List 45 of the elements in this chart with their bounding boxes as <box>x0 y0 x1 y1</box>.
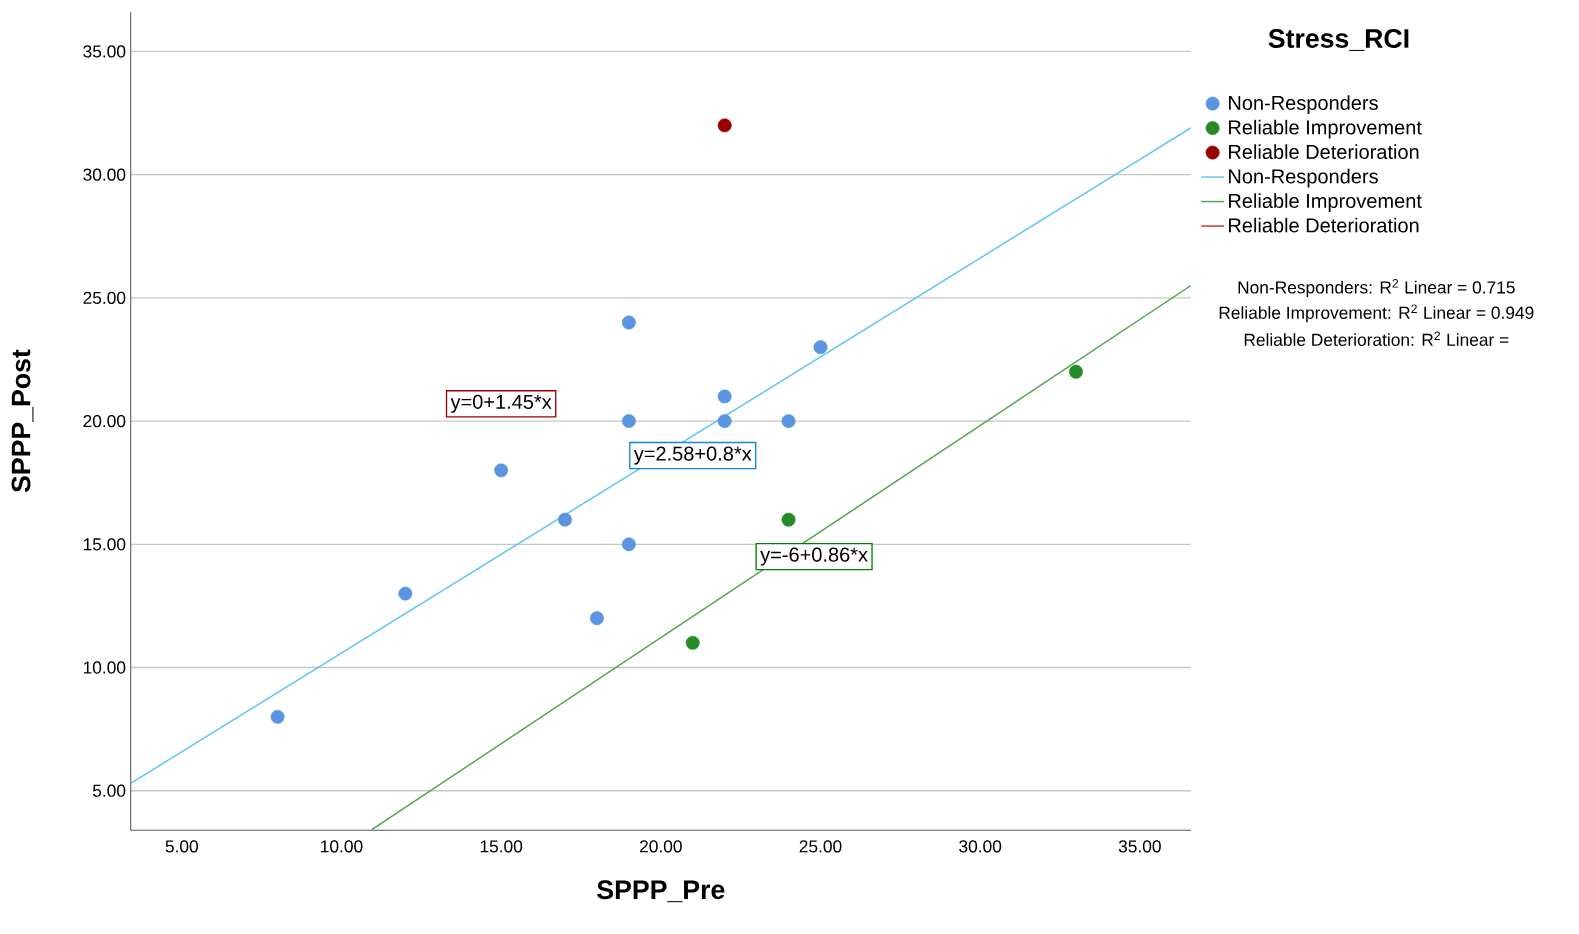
point <box>590 611 604 626</box>
y-tick-label: 30.00 <box>83 168 126 182</box>
point <box>685 636 700 651</box>
y-tick-label: 35.00 <box>83 45 126 58</box>
x-tick-label: 25.00 <box>799 840 842 853</box>
x-tick-label: 15.00 <box>480 840 523 853</box>
annotation: y=2.58+0.8*x <box>633 446 752 465</box>
x-tick-label: 35.00 <box>1118 840 1161 853</box>
text: Non-Responders: R$^{2}$ Linear = 0.715 <box>1238 279 1515 298</box>
x-tick-label: 30.00 <box>959 840 1002 853</box>
x-tick-label: 10.00 <box>321 840 363 853</box>
y-tick-label: 25.00 <box>83 291 126 305</box>
point <box>398 586 413 601</box>
y-tick-label: 10.00 <box>83 661 126 674</box>
legend-label: Non-Responders <box>1229 169 1378 188</box>
point <box>1069 365 1083 379</box>
point <box>813 340 828 355</box>
legend-label: Reliable Deterioration <box>1229 144 1419 160</box>
point <box>781 414 796 429</box>
point <box>717 414 732 429</box>
legend-label: Reliable Deterioration <box>1229 218 1419 233</box>
y-tick-label: 5.00 <box>92 784 126 798</box>
annotation: y=-6+0.86*x <box>760 547 868 566</box>
point <box>558 512 572 527</box>
text: Reliable Improvement: R$^{2}$ Linear = 0.949 <box>1219 304 1534 323</box>
point <box>781 512 796 527</box>
x-tick-label: 5.00 <box>165 840 198 853</box>
annotation: y=0+1.45*x <box>450 394 552 414</box>
legend-label: Reliable Improvement <box>1229 193 1422 213</box>
y-axis-title: SPPP_Post <box>11 349 34 493</box>
text: Reliable Deterioration: R$^{2}$ Linear = <box>1244 331 1509 347</box>
point <box>270 710 285 724</box>
point <box>621 414 636 429</box>
y-tick-label: 15.00 <box>83 538 126 551</box>
y-tick-label: 20.00 <box>83 415 126 428</box>
point <box>621 537 636 552</box>
x-tick-label: 20.00 <box>640 840 682 853</box>
point <box>494 463 509 478</box>
legend-title: Stress_RCI <box>1268 29 1409 52</box>
legend-label: Reliable Improvement <box>1229 120 1422 139</box>
point <box>717 389 732 404</box>
legend-label: Non-Responders <box>1229 95 1378 115</box>
point <box>621 315 636 330</box>
point <box>717 118 732 133</box>
x-axis-title: SPPP_Pre <box>597 880 725 903</box>
